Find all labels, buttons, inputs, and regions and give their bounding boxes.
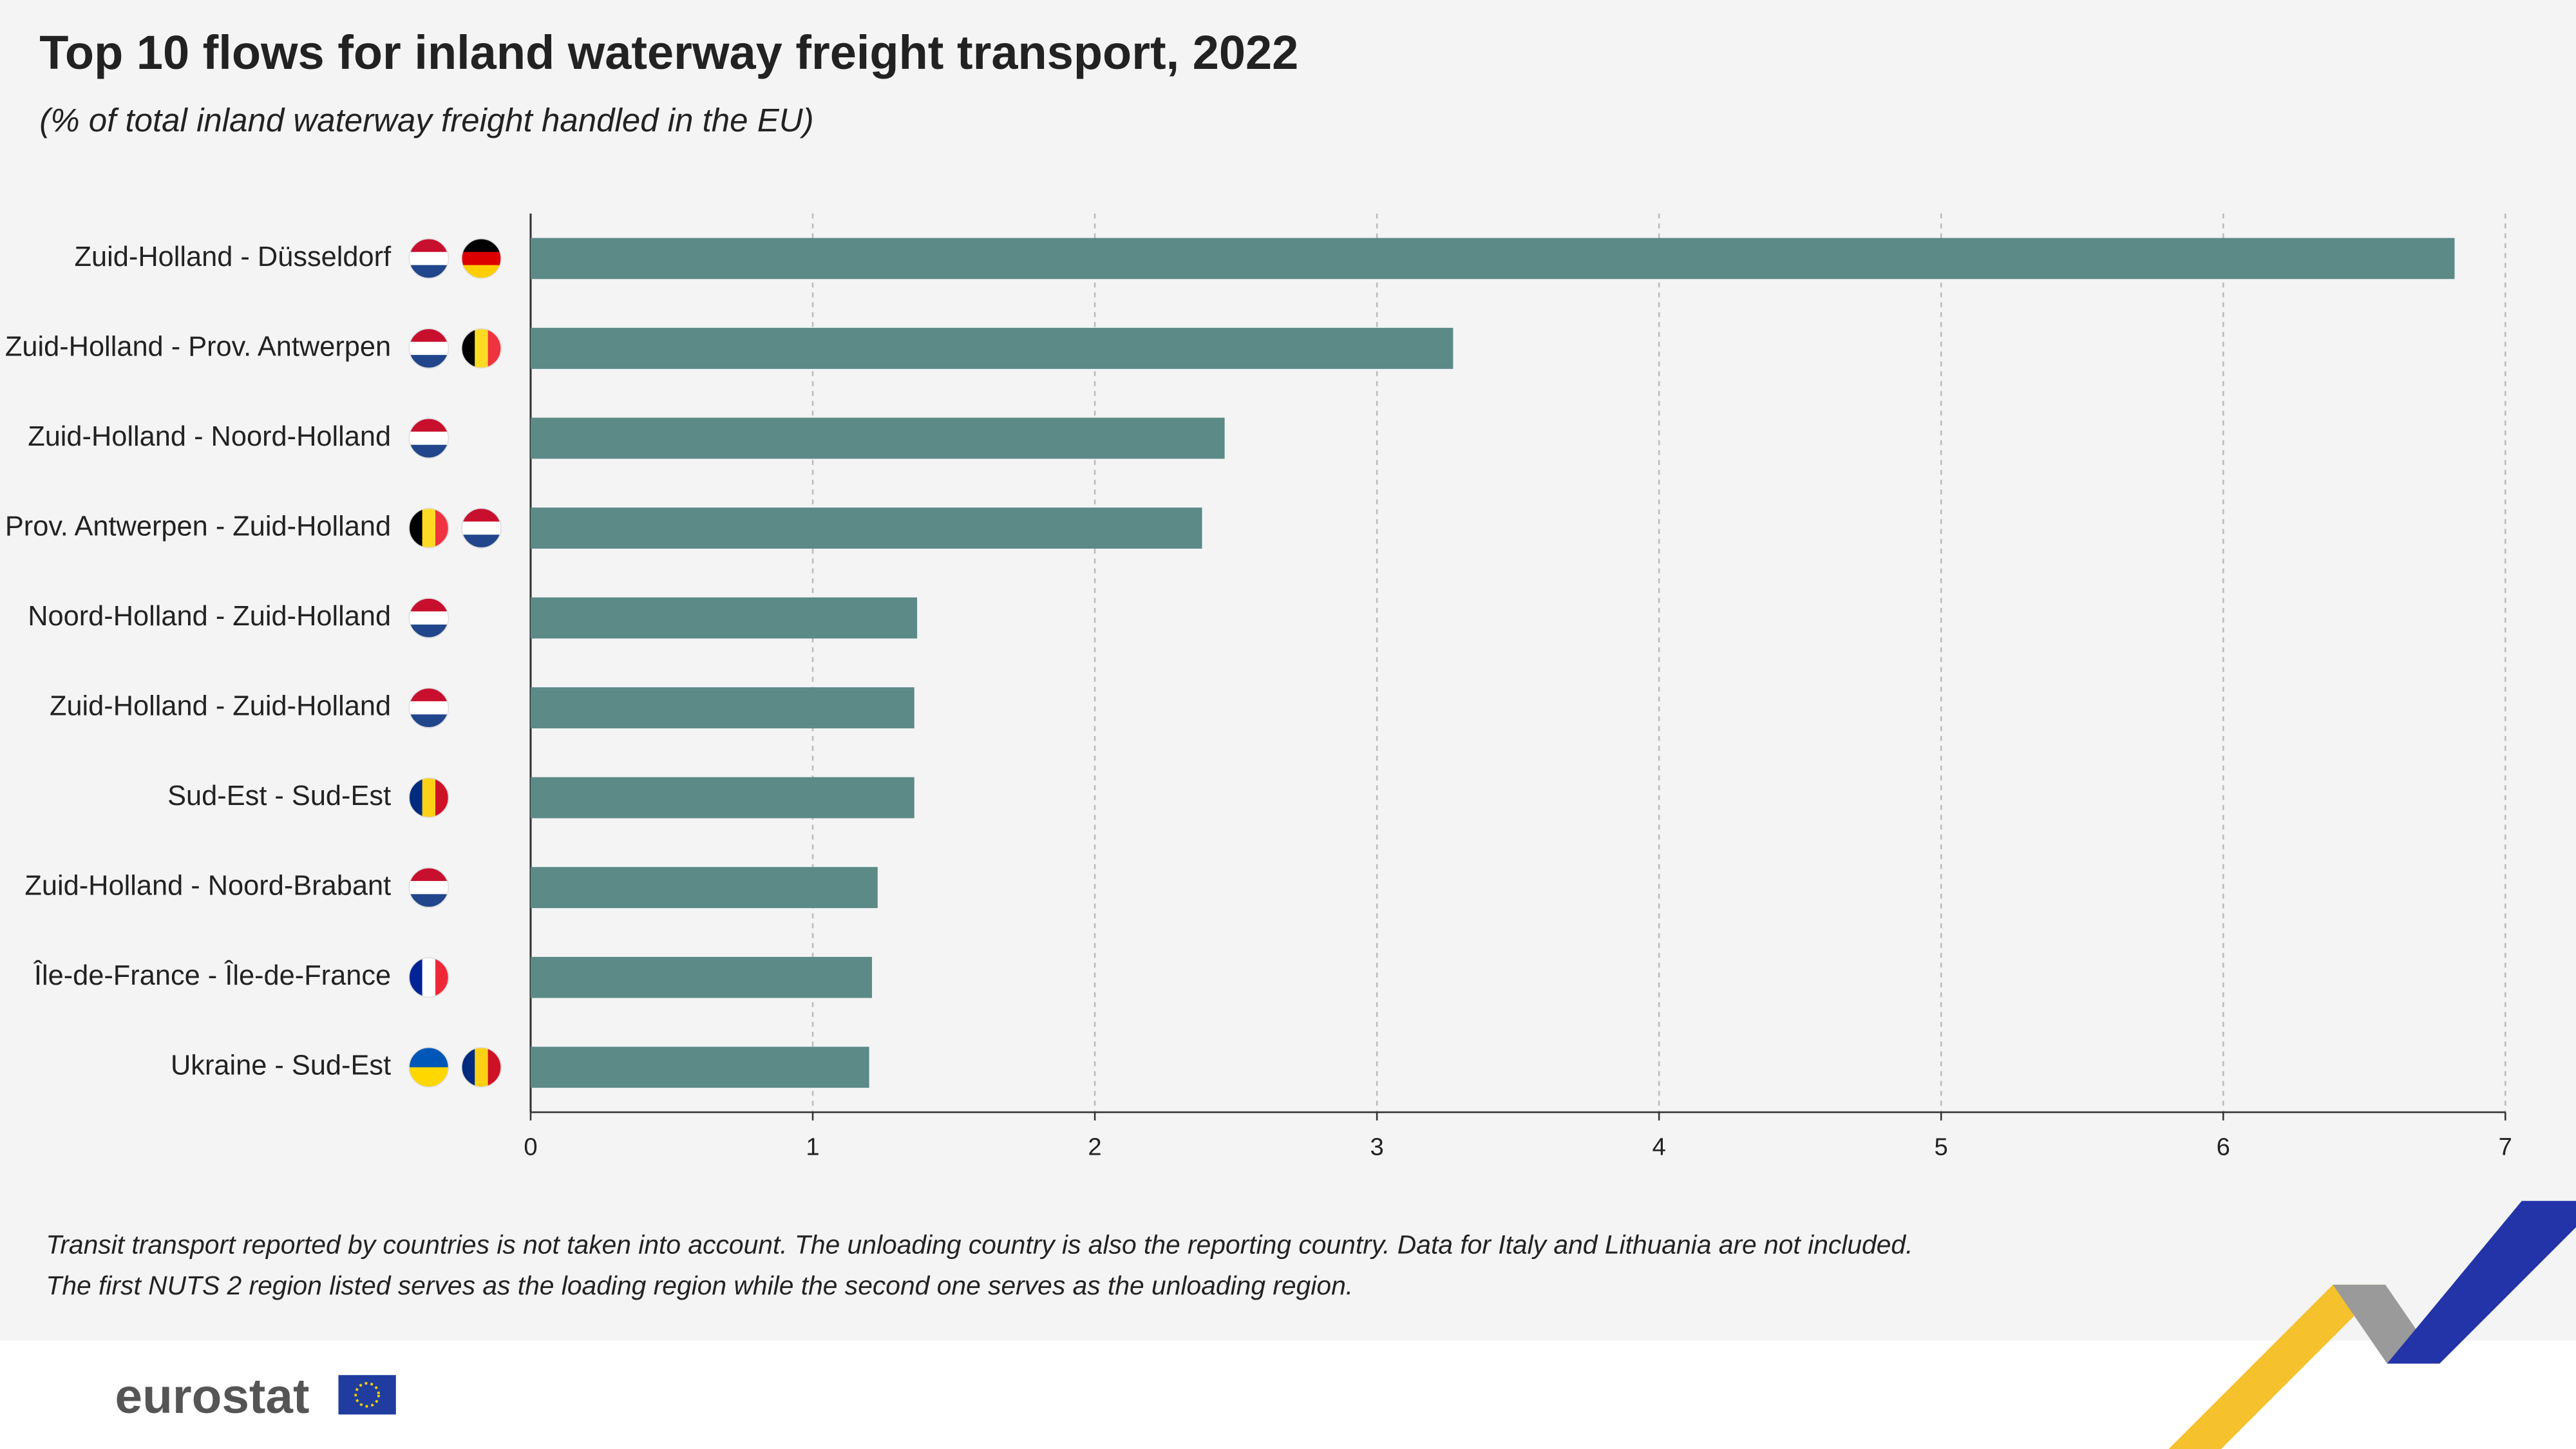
- bar: [530, 238, 2455, 279]
- note: The first NUTS 2 region listed serves as…: [46, 1271, 1353, 1300]
- country-flag: [409, 867, 449, 908]
- flag-stripe: [461, 252, 502, 266]
- chart-title: Top 10 flows for inland waterway freight…: [39, 26, 1298, 79]
- x-tick-label: 3: [1370, 1133, 1383, 1160]
- bar: [530, 956, 873, 998]
- flag-stripe: [409, 880, 449, 895]
- flag-outline: [408, 1046, 450, 1088]
- logo-text: eurostat: [115, 1369, 310, 1424]
- y-tick-label: Zuid-Holland - Zuid-Holland: [50, 691, 391, 722]
- flag-stripe: [475, 1047, 489, 1087]
- eu-flag: [338, 1375, 396, 1415]
- flag-outline: [461, 328, 502, 369]
- flag-stripe: [409, 328, 449, 343]
- flag-stripe: [422, 778, 436, 818]
- flag-stripe: [409, 778, 423, 818]
- x-tick-label: 2: [1088, 1133, 1101, 1160]
- bar: [530, 597, 918, 639]
- y-tick-label: Zuid-Holland - Prov. Antwerpen: [5, 331, 391, 362]
- y-tick-label: Zuid-Holland - Düsseldorf: [75, 242, 392, 272]
- x-tick-label: 6: [2217, 1133, 2230, 1160]
- flag-stripe: [409, 867, 449, 882]
- bar: [530, 867, 878, 909]
- bar: [530, 687, 914, 728]
- x-tick-label: 5: [1935, 1133, 1948, 1160]
- flag-stripe: [422, 958, 436, 998]
- x-tick-label: 1: [806, 1133, 819, 1160]
- flag-outline: [408, 598, 450, 638]
- x-tick-label: 7: [2499, 1133, 2512, 1160]
- flag-stripe: [461, 328, 476, 368]
- flag-outline: [408, 238, 450, 279]
- bar: [530, 777, 914, 819]
- flag-stripe: [409, 418, 449, 433]
- flag-stripe: [409, 598, 449, 612]
- flag-outline: [408, 957, 450, 998]
- flag-stripe: [409, 238, 449, 252]
- flag-stripe: [475, 328, 489, 368]
- flag-stripe: [422, 508, 436, 548]
- bar: [530, 1046, 869, 1088]
- flag-outline: [408, 867, 450, 908]
- flag-outline: [461, 238, 502, 279]
- bar: [530, 328, 1454, 369]
- flag-stripe: [409, 611, 449, 625]
- x-tick-label: 0: [524, 1133, 537, 1160]
- y-tick-label: Noord-Holland - Zuid-Holland: [28, 601, 391, 632]
- y-tick-label: Zuid-Holland - Noord-Holland: [28, 421, 391, 452]
- y-tick-label: Ukraine - Sud-Est: [171, 1050, 391, 1081]
- chart-subtitle: (% of total inland waterway freight hand…: [39, 102, 813, 138]
- flag-stripe: [409, 508, 423, 548]
- flag-stripe: [409, 688, 449, 702]
- bar: [530, 507, 1202, 549]
- flag-outline: [408, 328, 450, 369]
- bar: [530, 417, 1225, 459]
- flag-stripe: [461, 508, 502, 522]
- x-tick-label: 4: [1653, 1133, 1666, 1160]
- flag-outline: [461, 1046, 502, 1088]
- flag-stripe: [409, 701, 449, 715]
- flag-stripe: [461, 521, 502, 535]
- background: [0, 0, 2576, 1341]
- flag-stripe: [409, 341, 449, 355]
- y-tick-label: Sud-Est - Sud-Est: [167, 781, 391, 811]
- flag-stripe: [461, 1047, 476, 1087]
- flag-outline: [461, 507, 502, 549]
- y-tick-label: Prov. Antwerpen - Zuid-Holland: [5, 511, 391, 542]
- flag-outline: [408, 507, 450, 549]
- flag-stripe: [409, 958, 423, 998]
- flag-outline: [408, 777, 450, 819]
- flag-stripe: [409, 431, 449, 446]
- y-tick-label: Zuid-Holland - Noord-Brabant: [24, 871, 391, 902]
- decoration: [2168, 1200, 2576, 1449]
- country-flag: [409, 328, 449, 369]
- flag-outline: [408, 687, 450, 728]
- flag-stripe: [409, 252, 449, 266]
- flag-outline: [408, 418, 450, 459]
- y-tick-label: Île-de-France - Île-de-France: [33, 960, 391, 991]
- flag-stripe: [461, 238, 502, 252]
- note: Transit transport reported by countries …: [46, 1229, 1913, 1259]
- country-flag: [461, 328, 502, 368]
